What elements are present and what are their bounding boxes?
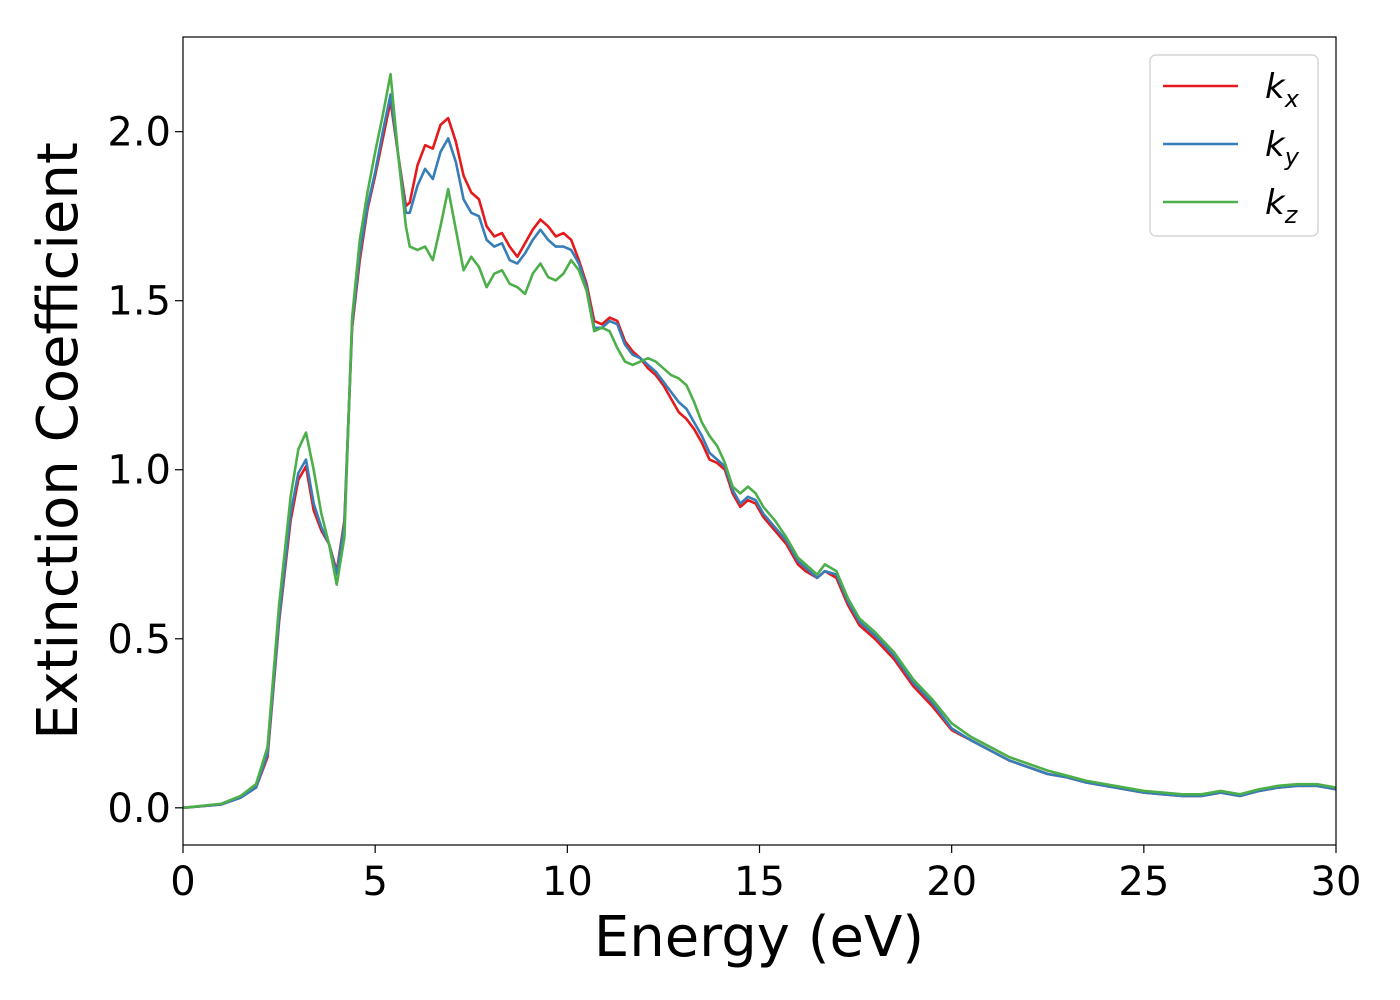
x-tick-label: 15 <box>734 859 785 905</box>
series-group <box>183 72 1336 810</box>
y-tick-label: 0.0 <box>107 786 171 832</box>
y-tick-label: 1.5 <box>107 279 171 325</box>
x-tick-label: 10 <box>542 859 593 905</box>
y-axis-ticks: 0.0 0.5 1.0 1.5 2.0 <box>107 110 183 832</box>
x-tick-label: 30 <box>1311 859 1362 905</box>
legend-label-x: kx <box>1265 67 1300 113</box>
legend: kx ky kz <box>1149 54 1319 237</box>
y-tick-label: 1.0 <box>107 448 171 494</box>
x-axis-ticks: 0 5 10 15 20 25 30 <box>170 845 1361 905</box>
y-axis-label: Extinction Coefficient <box>26 142 91 740</box>
series-line-k-z <box>183 72 1336 810</box>
x-tick-label: 20 <box>926 859 977 905</box>
x-tick-label: 0 <box>170 859 195 905</box>
x-axis-label: Energy (eV) <box>594 905 924 970</box>
x-tick-label: 25 <box>1118 859 1169 905</box>
series-line-k-y <box>183 93 1336 810</box>
legend-label-z: kz <box>1265 183 1299 229</box>
x-tick-label: 5 <box>362 859 387 905</box>
y-tick-label: 2.0 <box>107 110 171 156</box>
legend-box <box>1149 54 1319 237</box>
y-tick-label: 0.5 <box>107 617 171 663</box>
legend-label-y: ky <box>1265 125 1300 171</box>
